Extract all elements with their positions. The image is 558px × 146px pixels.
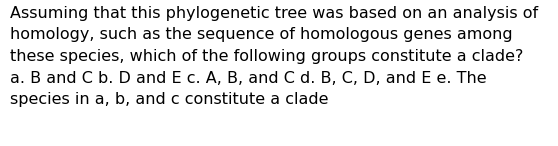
Text: Assuming that this phylogenetic tree was based on an analysis of
homology, such : Assuming that this phylogenetic tree was… [10, 6, 538, 107]
